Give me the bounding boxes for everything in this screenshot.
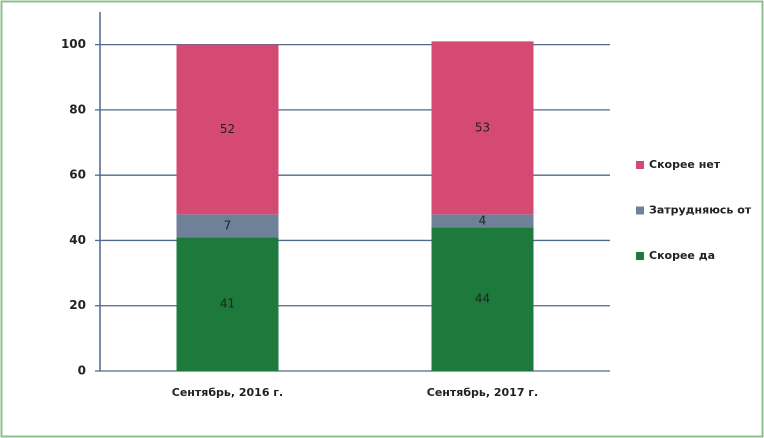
- x-tick-label: Сентябрь, 2017 г.: [427, 386, 538, 399]
- data-label: 52: [220, 122, 235, 136]
- legend-label: Скорее да: [649, 249, 715, 262]
- y-tick-label: 0: [78, 364, 86, 378]
- legend-label: Скорее нет: [649, 158, 721, 171]
- legend-swatch: [636, 206, 644, 215]
- data-label: 4: [479, 213, 487, 227]
- legend-label: Затрудняюсь от: [649, 204, 752, 217]
- bar-segment: [431, 41, 534, 215]
- legend-swatch: [636, 161, 644, 169]
- y-tick-label: 40: [69, 233, 86, 247]
- data-label: 44: [475, 292, 490, 306]
- x-tick-label: Сентябрь, 2016 г.: [172, 386, 283, 399]
- data-label: 41: [220, 297, 235, 311]
- bar-segment: [431, 227, 534, 371]
- bar-segment: [176, 237, 279, 371]
- data-label: 53: [475, 120, 490, 134]
- y-tick-label: 100: [61, 37, 86, 51]
- y-tick-label: 20: [69, 298, 86, 312]
- bar-segment: [431, 214, 534, 228]
- y-tick-label: 80: [69, 102, 86, 116]
- legend-swatch: [636, 252, 644, 260]
- data-label: 7: [224, 218, 232, 232]
- bar-segment: [176, 44, 279, 215]
- y-tick-label: 60: [69, 168, 86, 182]
- bar-segment: [176, 214, 279, 238]
